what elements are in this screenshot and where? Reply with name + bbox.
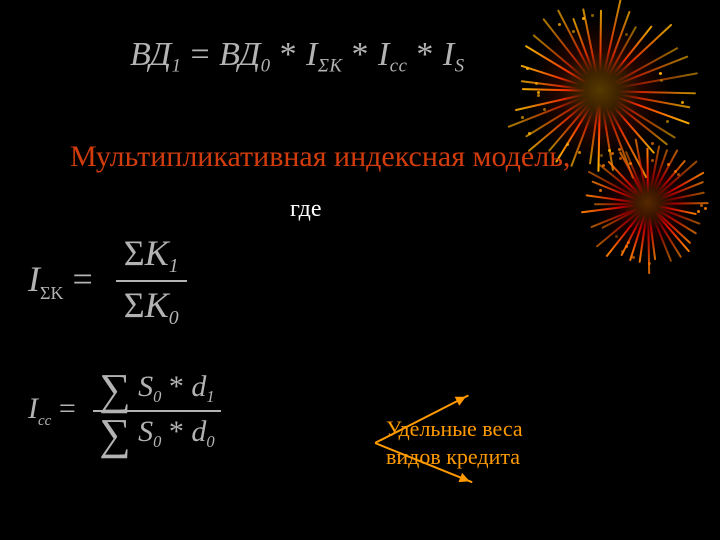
eq3-den-b-base: d <box>191 415 206 448</box>
eq3-den-b-sub: 0 <box>206 432 214 451</box>
eq-operator: = <box>59 392 76 425</box>
eq1-t3-base: I <box>378 36 390 73</box>
sigma-symbol: Σ <box>124 233 145 273</box>
eq3-num-a-sub: 0 <box>153 387 161 406</box>
eq2-num-base: K <box>145 233 169 273</box>
eq2-num-sub: 1 <box>169 255 179 277</box>
sigma-symbol: Σ <box>124 285 145 325</box>
eq1-t4-sub: S <box>455 56 465 77</box>
eq1-t2-base: I <box>306 36 318 73</box>
eq-operator: * <box>280 36 307 73</box>
eq1-t1-base: ВД <box>219 36 261 73</box>
equation-main: ВД1 = ВД0 * IΣK * Icc * IS <box>130 36 465 78</box>
eq2-den-sub: 0 <box>169 307 179 329</box>
eq-operator: = <box>190 36 219 73</box>
eq-operator: * <box>416 36 443 73</box>
eq3-num-b-sub: 1 <box>206 387 214 406</box>
equation-icc: Icc = ∑ S0 * d1 ∑ S0 * d0 <box>28 368 221 454</box>
eq-operator: * <box>169 415 192 448</box>
equation-isigma-k: IΣK = ΣK1 ΣK0 <box>28 232 187 330</box>
annotation-line2: видов кредита <box>386 444 520 469</box>
eq2-den-base: K <box>145 285 169 325</box>
sum-symbol: ∑ <box>99 372 130 407</box>
eq1-t3-sub: cc <box>390 56 408 77</box>
eq3-den-a-base: S <box>138 415 153 448</box>
eq1-t1-sub: 0 <box>261 56 271 77</box>
eq1-t2-sub: ΣK <box>318 56 343 77</box>
eq-operator: * <box>169 370 192 403</box>
eq2-lhs-base: I <box>28 259 40 299</box>
fraction-bar <box>116 280 187 282</box>
annotation-label: Удельные веса видов кредита <box>386 415 523 470</box>
eq3-den-a-sub: 0 <box>153 432 161 451</box>
annotation-line1: Удельные веса <box>386 416 523 441</box>
slide-title: Мультипликативная индексная модель, <box>70 140 570 174</box>
eq3-num-b-base: d <box>191 370 206 403</box>
eq3-lhs-base: I <box>28 392 38 425</box>
eq1-t4-base: I <box>443 36 455 73</box>
eq-operator: * <box>351 36 378 73</box>
eq3-lhs-sub: cc <box>38 413 51 429</box>
eq1-lhs-base: ВД <box>130 36 172 73</box>
eq-operator: = <box>72 259 92 299</box>
eq2-lhs-sub: ΣK <box>40 283 63 303</box>
sum-symbol: ∑ <box>99 417 130 452</box>
where-label: где <box>290 196 322 223</box>
firework-graphic <box>590 145 705 260</box>
eq1-lhs-sub: 1 <box>172 56 182 77</box>
slide: ВД1 = ВД0 * IΣK * Icc * IS Мультипликати… <box>0 0 720 540</box>
eq3-num-a-base: S <box>138 370 153 403</box>
